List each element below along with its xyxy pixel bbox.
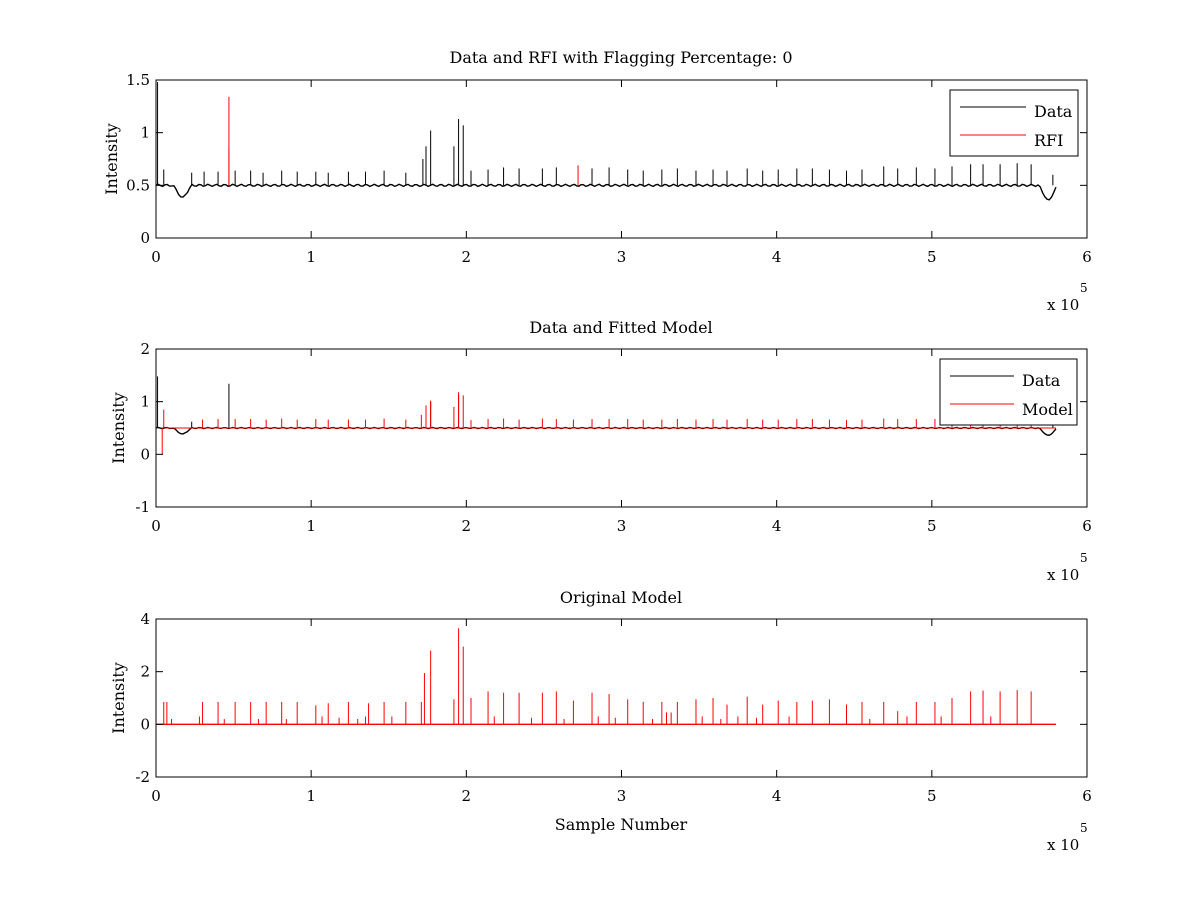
panel-2-x-multiplier-exp: 5 — [1080, 551, 1088, 565]
panel-1-legend-label-data: Data — [1034, 102, 1073, 121]
panel-1-x-multiplier-exp: 5 — [1080, 281, 1088, 295]
panel-1-ytick-label: 0 — [140, 229, 150, 247]
panel-1-x-multiplier: x 10 — [1047, 296, 1079, 314]
panel-2-title: Data and Fitted Model — [529, 318, 712, 337]
panel-3-title: Original Model — [560, 588, 682, 607]
panel-2-legend: Data Model — [939, 358, 1078, 426]
panel-1-series-data-trace — [155, 183, 1057, 201]
panel-3-xtick-label: 4 — [772, 787, 782, 805]
panel-1-plot — [155, 82, 1057, 201]
panel-1-ytick-label: 1 — [140, 124, 150, 142]
panel-1-xtick-label: 0 — [151, 248, 161, 266]
panel-3-x-multiplier: x 10 — [1047, 836, 1079, 854]
panel-2-ytick-label: 1 — [140, 393, 150, 411]
panel-1-title: Data and RFI with Flagging Percentage: 0 — [449, 48, 792, 67]
panel-1-ticks: 0 1 2 3 4 5 6 0 0.5 1 1.5 — [126, 71, 1092, 266]
panel-3-xtick-label: 0 — [151, 787, 161, 805]
panel-3-xtick-label: 2 — [462, 787, 472, 805]
panel-1-xtick-label: 1 — [306, 248, 316, 266]
panel-1-ytick-label: 0.5 — [126, 176, 150, 194]
panel-2-legend-label-model: Model — [1022, 400, 1073, 419]
panel-2-xtick-label: 2 — [462, 517, 472, 535]
panel-2-ytick-label: -1 — [135, 498, 150, 516]
panel-1-legend-label-rfi: RFI — [1034, 131, 1063, 150]
panel-2-x-multiplier: x 10 — [1047, 566, 1079, 584]
panel-2-xtick-label: 0 — [151, 517, 161, 535]
panel-1-xtick-label: 5 — [927, 248, 937, 266]
panel-1-legend-box — [949, 89, 1079, 157]
panel-3-xtick-label: 3 — [617, 787, 627, 805]
panel-3-x-multiplier-exp: 5 — [1080, 821, 1088, 835]
panel-1-legend: Data RFI — [949, 89, 1079, 157]
panel-2-legend-label-data: Data — [1022, 371, 1061, 390]
panel-3-ytick-label: 4 — [140, 610, 150, 628]
panel-3-ytick-label: -2 — [135, 768, 150, 786]
panel-1-xtick-label: 3 — [617, 248, 627, 266]
panel-3-xtick-label: 6 — [1082, 787, 1092, 805]
panel-2-x-multiplier-base: x 10 — [1047, 566, 1079, 584]
panel-1: Data and RFI with Flagging Percentage: 0… — [102, 48, 1092, 314]
panel-2-xtick-label: 6 — [1082, 517, 1092, 535]
panel-2-legend-box — [939, 358, 1078, 426]
panel-2-plot — [155, 376, 1057, 455]
panel-2-xtick-label: 3 — [617, 517, 627, 535]
panel-2-ylabel: Intensity — [109, 392, 128, 464]
panel-3-x-multiplier-base: x 10 — [1047, 836, 1079, 854]
panel-1-xtick-label: 2 — [462, 248, 472, 266]
panel-3-xlabel: Sample Number — [555, 815, 688, 834]
panel-1-xtick-label: 6 — [1082, 248, 1092, 266]
panel-3-xtick-label: 5 — [927, 787, 937, 805]
panel-1-xtick-label: 4 — [772, 248, 782, 266]
panel-2-ytick-label: 2 — [140, 340, 150, 358]
panel-3-xtick-label: 1 — [306, 787, 316, 805]
panel-1-x-multiplier-base: x 10 — [1047, 296, 1079, 314]
panel-2-xtick-label: 4 — [772, 517, 782, 535]
panel-3-ylabel: Intensity — [109, 662, 128, 734]
panel-3-plot — [156, 628, 1056, 726]
panel-1-ylabel: Intensity — [102, 123, 121, 195]
panel-2-xtick-label: 5 — [927, 517, 937, 535]
panel-3-ytick-label: 2 — [140, 663, 150, 681]
panel-2-ytick-label: 0 — [140, 445, 150, 463]
panel-2-xtick-label: 1 — [306, 517, 316, 535]
panel-1-ytick-label: 1.5 — [126, 71, 150, 89]
panel-3-ytick-label: 0 — [140, 715, 150, 733]
